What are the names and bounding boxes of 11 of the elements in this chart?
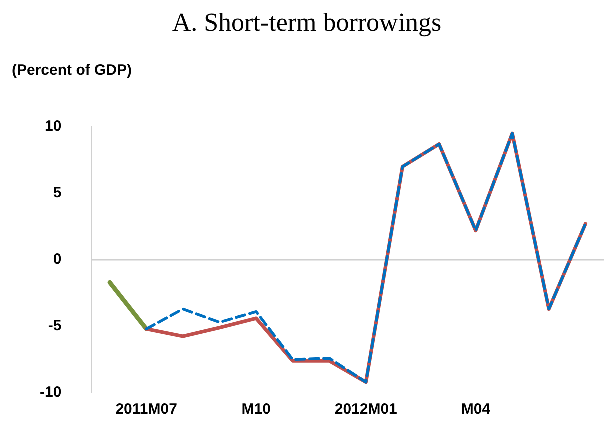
y-tick-label: 10 [44, 118, 62, 136]
chart-title: A. Short-term borrowings [171, 8, 443, 38]
x-tick-label: 2012M01 [334, 401, 398, 418]
y-tick-label: 5 [53, 184, 62, 202]
x-tick-label: M04 [461, 401, 492, 418]
y-tick-label: -10 [40, 384, 62, 402]
y-tick-label: 0 [53, 251, 62, 268]
y-axis-title: (Percent of GDP) [12, 62, 132, 79]
y-tick-label: -5 [48, 318, 62, 335]
x-tick-label: 2011M07 [116, 401, 178, 418]
x-tick-label: M10 [242, 401, 271, 418]
